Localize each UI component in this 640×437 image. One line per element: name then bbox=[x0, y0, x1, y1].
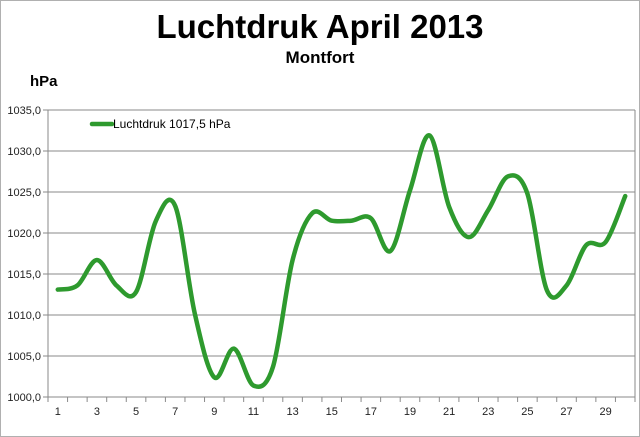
x-tick-label: 9 bbox=[211, 406, 217, 418]
x-tick-label: 21 bbox=[443, 406, 455, 418]
y-axis-label: hPa bbox=[30, 73, 58, 90]
chart-title: Luchtdruk April 2013 bbox=[156, 8, 484, 45]
x-tick-label: 29 bbox=[600, 406, 612, 418]
y-tick-label: 1000,0 bbox=[7, 392, 41, 404]
x-tick-label: 25 bbox=[521, 406, 533, 418]
x-tick-label: 5 bbox=[133, 406, 139, 418]
x-tick-label: 13 bbox=[286, 406, 298, 418]
y-tick-label: 1030,0 bbox=[7, 146, 41, 158]
x-tick-label: 27 bbox=[560, 406, 572, 418]
y-tick-label: 1005,0 bbox=[7, 351, 41, 363]
x-tick-label: 19 bbox=[404, 406, 416, 418]
x-tick-label: 11 bbox=[248, 406, 259, 418]
chart-subtitle: Montfort bbox=[285, 48, 355, 67]
series-line bbox=[55, 133, 628, 390]
y-tick-label: 1010,0 bbox=[7, 310, 41, 322]
y-tick-label: 1035,0 bbox=[7, 105, 41, 117]
x-tick-label: 7 bbox=[172, 406, 178, 418]
y-tick-label: 1015,0 bbox=[7, 269, 41, 281]
y-tick-label: 1020,0 bbox=[7, 228, 41, 240]
y-tick-label: 1025,0 bbox=[7, 187, 41, 199]
legend-label: Luchtdruk 1017,5 hPa bbox=[113, 117, 231, 131]
x-tick-label: 3 bbox=[94, 406, 100, 418]
x-tick-label: 1 bbox=[55, 406, 61, 418]
x-tick-label: 15 bbox=[326, 406, 338, 418]
x-tick-label: 23 bbox=[482, 406, 494, 418]
x-tick-label: 17 bbox=[365, 406, 377, 418]
